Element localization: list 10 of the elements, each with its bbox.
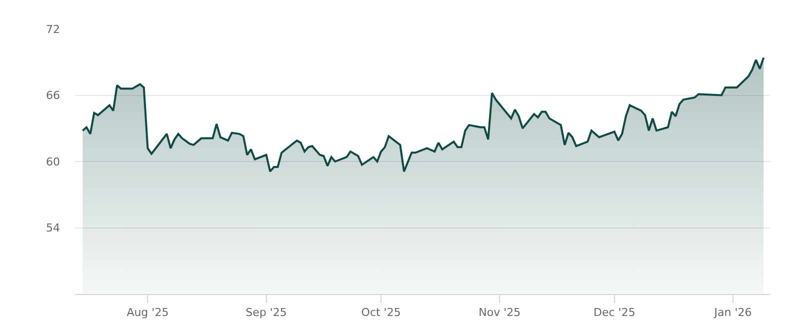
x-tick-label: Dec '25 [594, 306, 636, 320]
x-tick-label: Nov '25 [478, 306, 521, 320]
x-tick-label: Sep '25 [246, 306, 287, 320]
y-tick-label: 66 [46, 89, 60, 102]
y-tick-label: 60 [46, 155, 60, 168]
y-tick-label: 54 [46, 222, 60, 235]
x-tick-label: Aug '25 [126, 306, 169, 320]
x-tick-label: Oct '25 [361, 306, 401, 320]
y-tick-label: 72 [46, 22, 60, 36]
x-tick-label: Jan '26 [713, 306, 752, 320]
